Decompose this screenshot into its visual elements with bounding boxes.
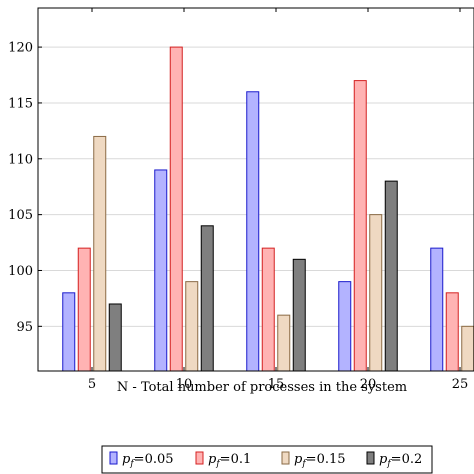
plot-frame <box>37 7 474 372</box>
legend-swatch <box>366 451 375 465</box>
bar-p_f=0.05-5 <box>62 292 76 372</box>
legend-label: pf=0.15 <box>294 452 346 469</box>
legend-label: pf=0.05 <box>122 452 174 469</box>
bar-p_f=0.15-5 <box>93 135 107 372</box>
x-tick-label: 25 <box>452 377 469 392</box>
y-tick-label: 100 <box>8 264 33 279</box>
bar-p_f=0.1-5 <box>77 247 91 372</box>
bar-p_f=0.2-10 <box>200 225 214 372</box>
bar-p_f=0.1-20 <box>353 80 367 372</box>
legend-swatch <box>109 451 118 465</box>
x-tick-label: 10 <box>176 377 193 392</box>
bar-p_f=0.15-20 <box>369 214 383 372</box>
bar-p_f=0.05-10 <box>154 169 168 372</box>
y-tick-label: 95 <box>16 320 33 335</box>
bar-p_f=0.2-20 <box>384 180 398 372</box>
legend-swatch <box>281 451 290 465</box>
x-tick-label: 15 <box>268 377 285 392</box>
legend-label: pf=0.2 <box>379 452 422 469</box>
bar-p_f=0.2-15 <box>292 258 306 372</box>
bar-p_f=0.05-15 <box>246 91 260 372</box>
bar-p_f=0.15-25 <box>461 325 474 372</box>
x-axis-title: N - Total number of processes in the sys… <box>117 380 407 395</box>
legend-box <box>101 445 433 474</box>
bar-p_f=0.1-15 <box>261 247 275 372</box>
bars <box>62 46 474 372</box>
bar-p_f=0.05-20 <box>338 281 352 372</box>
bar-p_f=0.1-10 <box>169 46 183 372</box>
bar-p_f=0.05-25 <box>430 247 444 372</box>
bar-p_f=0.2-5 <box>108 303 122 372</box>
axis-ticks: 95 100 105 110 115 120 5 10 15 20 25 <box>8 8 468 392</box>
bar-p_f=0.15-10 <box>185 281 199 372</box>
legend-label: pf=0.1 <box>208 452 251 469</box>
x-tick-label: 5 <box>88 377 96 392</box>
y-tick-label: 105 <box>8 208 33 223</box>
y-tick-label: 110 <box>8 152 33 167</box>
legend: pf=0.05 pf=0.1 pf=0.15 pf=0.2 <box>109 451 422 469</box>
x-tick-label: 20 <box>360 377 377 392</box>
bar-p_f=0.1-25 <box>445 292 459 372</box>
bar-p_f=0.15-15 <box>277 314 291 372</box>
legend-swatch <box>195 451 204 465</box>
y-tick-label: 115 <box>8 96 33 111</box>
y-tick-label: 120 <box>8 41 33 56</box>
